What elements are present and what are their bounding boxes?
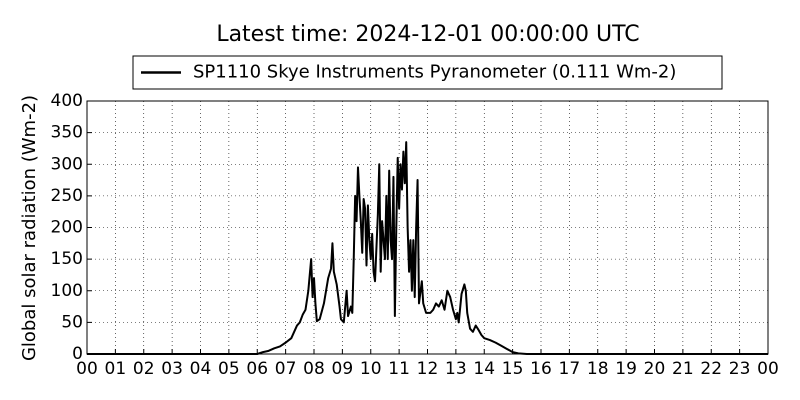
- y-tick-label: 250: [51, 186, 83, 206]
- x-tick-label: 18: [587, 359, 609, 379]
- y-tick-label: 0: [72, 344, 83, 364]
- x-tick-label: 22: [700, 359, 722, 379]
- y-tick-label: 150: [51, 249, 83, 269]
- x-tick-label: 08: [303, 359, 325, 379]
- x-tick-label: 16: [530, 359, 552, 379]
- x-tick-label: 03: [161, 359, 183, 379]
- x-tick-label: 14: [473, 359, 495, 379]
- y-tick-label: 350: [51, 123, 83, 143]
- data-line: [87, 141, 768, 355]
- x-tick-label: 06: [246, 359, 268, 379]
- x-tick-label: 20: [644, 359, 666, 379]
- x-tick-label: 10: [360, 359, 382, 379]
- chart-title: Latest time: 2024-12-01 00:00:00 UTC: [216, 22, 639, 47]
- x-tick-label: 23: [729, 359, 751, 379]
- x-tick-label: 00: [757, 359, 779, 379]
- x-tick-label: 09: [332, 359, 354, 379]
- x-tick-label: 01: [105, 359, 127, 379]
- x-tick-label: 00: [76, 359, 98, 379]
- legend-box: [132, 55, 723, 90]
- x-tick-label: 11: [388, 359, 410, 379]
- x-tick-label: 21: [672, 359, 694, 379]
- plot-frame: [86, 100, 769, 355]
- x-tick-label: 05: [218, 359, 240, 379]
- x-tick-label: 02: [133, 359, 155, 379]
- y-axis-label: Global solar radiation (Wm-2): [19, 95, 40, 361]
- x-tick-label: 07: [275, 359, 297, 379]
- x-tick-label: 13: [445, 359, 467, 379]
- y-tick-label: 50: [61, 312, 83, 332]
- x-tick-label: 17: [559, 359, 581, 379]
- y-tick-label: 100: [51, 281, 83, 301]
- x-tick-label: 04: [190, 359, 212, 379]
- y-tick-label: 400: [51, 91, 83, 111]
- legend-label: SP1110 Skye Instruments Pyranometer (0.1…: [193, 62, 676, 83]
- y-tick-label: 300: [51, 154, 83, 174]
- x-tick-label: 12: [417, 359, 439, 379]
- x-tick-label: 15: [502, 359, 524, 379]
- y-tick-label: 200: [51, 218, 83, 238]
- x-tick-label: 19: [615, 359, 637, 379]
